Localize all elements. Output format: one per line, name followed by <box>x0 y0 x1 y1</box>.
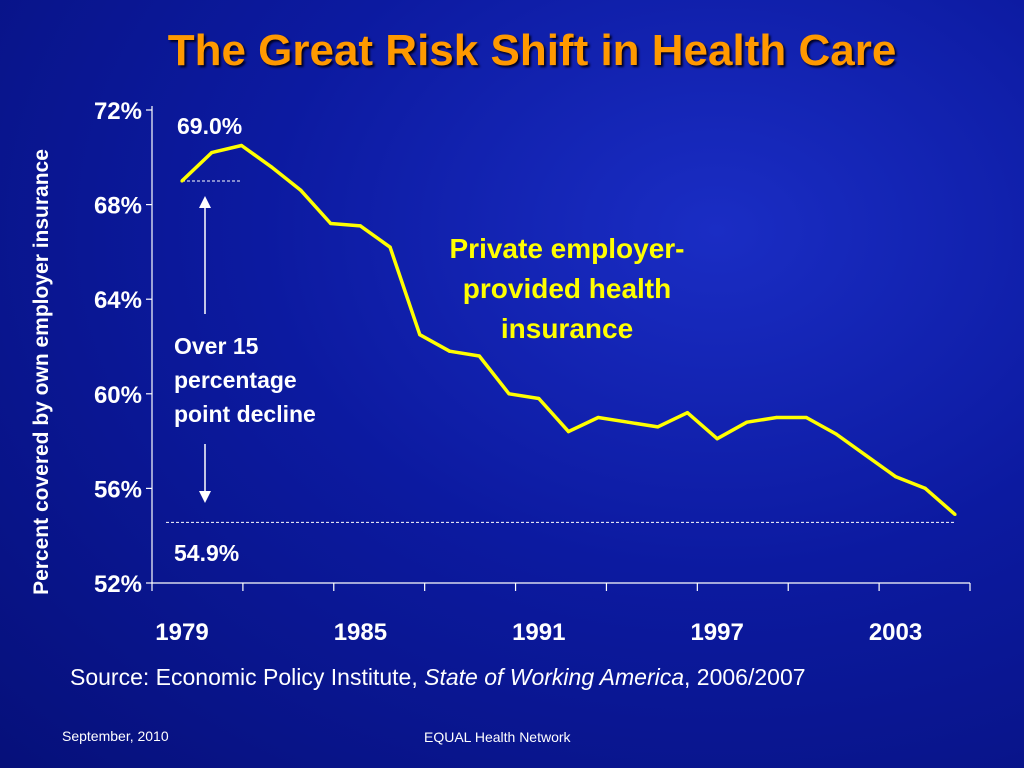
data-point <box>358 224 362 228</box>
series-label-line: insurance <box>501 313 633 344</box>
data-point <box>745 420 749 424</box>
footer-org: EQUAL Health Network <box>424 729 571 745</box>
data-point <box>864 453 868 457</box>
y-axis-label: Percent covered by own employer insuranc… <box>30 149 53 595</box>
decline-note-line: point decline <box>174 401 316 427</box>
end-value-label: 54.9% <box>174 540 239 566</box>
data-point <box>239 143 244 148</box>
data-point <box>507 392 511 396</box>
series-layer <box>180 143 957 517</box>
data-point <box>596 415 600 420</box>
reference-lines <box>166 180 955 523</box>
start-value-label: 69.0% <box>177 113 242 139</box>
data-point <box>923 486 927 490</box>
x-tick-label: 1979 <box>155 619 208 646</box>
data-point <box>566 430 571 434</box>
x-tick-label: 1991 <box>512 619 565 646</box>
x-tick-label: 1985 <box>334 619 387 646</box>
y-tick-label: 68% <box>94 193 142 220</box>
data-point <box>180 179 184 183</box>
x-tick-label: 1997 <box>690 619 743 646</box>
data-point <box>447 349 452 353</box>
data-point <box>537 396 541 401</box>
data-point <box>656 425 660 429</box>
y-tick-label: 60% <box>94 382 142 409</box>
source-suffix: , 2006/2007 <box>684 664 806 690</box>
data-point <box>685 411 690 415</box>
source-prefix: Source: Economic Policy Institute, <box>70 664 425 690</box>
data-point <box>210 150 214 155</box>
y-tick-label: 52% <box>94 571 142 598</box>
data-point <box>804 415 808 420</box>
data-point <box>388 245 392 249</box>
decline-note-line: Over 15 <box>174 333 259 359</box>
data-point <box>715 437 719 441</box>
source-publication: State of Working America <box>424 664 685 690</box>
y-tick-label: 64% <box>94 287 142 314</box>
data-point <box>953 512 957 517</box>
data-point <box>834 432 838 436</box>
decline-note-line: percentage <box>174 367 297 393</box>
annotations: 69.0% 54.9% Over 15 percentage point decline… <box>174 113 685 566</box>
data-point <box>269 165 273 169</box>
data-point <box>893 474 898 479</box>
chart-axes: 72% 68% 64% 60% 56% 52% 1979 1985 1991 1997 2003 Pe… <box>30 98 971 646</box>
series-label-line: provided health <box>463 273 671 304</box>
y-tick-label: 56% <box>94 476 142 503</box>
data-point <box>775 415 779 420</box>
up-arrow-head <box>199 196 211 208</box>
data-point <box>418 333 422 337</box>
data-point <box>329 221 333 226</box>
data-point <box>477 354 481 358</box>
source-citation: Source: Economic Policy Institute, State… <box>70 664 806 691</box>
data-point <box>626 420 630 424</box>
y-tick-label: 72% <box>94 98 142 125</box>
page-title: The Great Risk Shift in Health Care <box>167 26 897 75</box>
x-tick-label: 2003 <box>869 619 922 646</box>
footer-date: September, 2010 <box>62 728 169 744</box>
data-point <box>299 188 303 193</box>
series-label-line: Private employer- <box>450 233 685 264</box>
down-arrow-head <box>199 491 211 503</box>
